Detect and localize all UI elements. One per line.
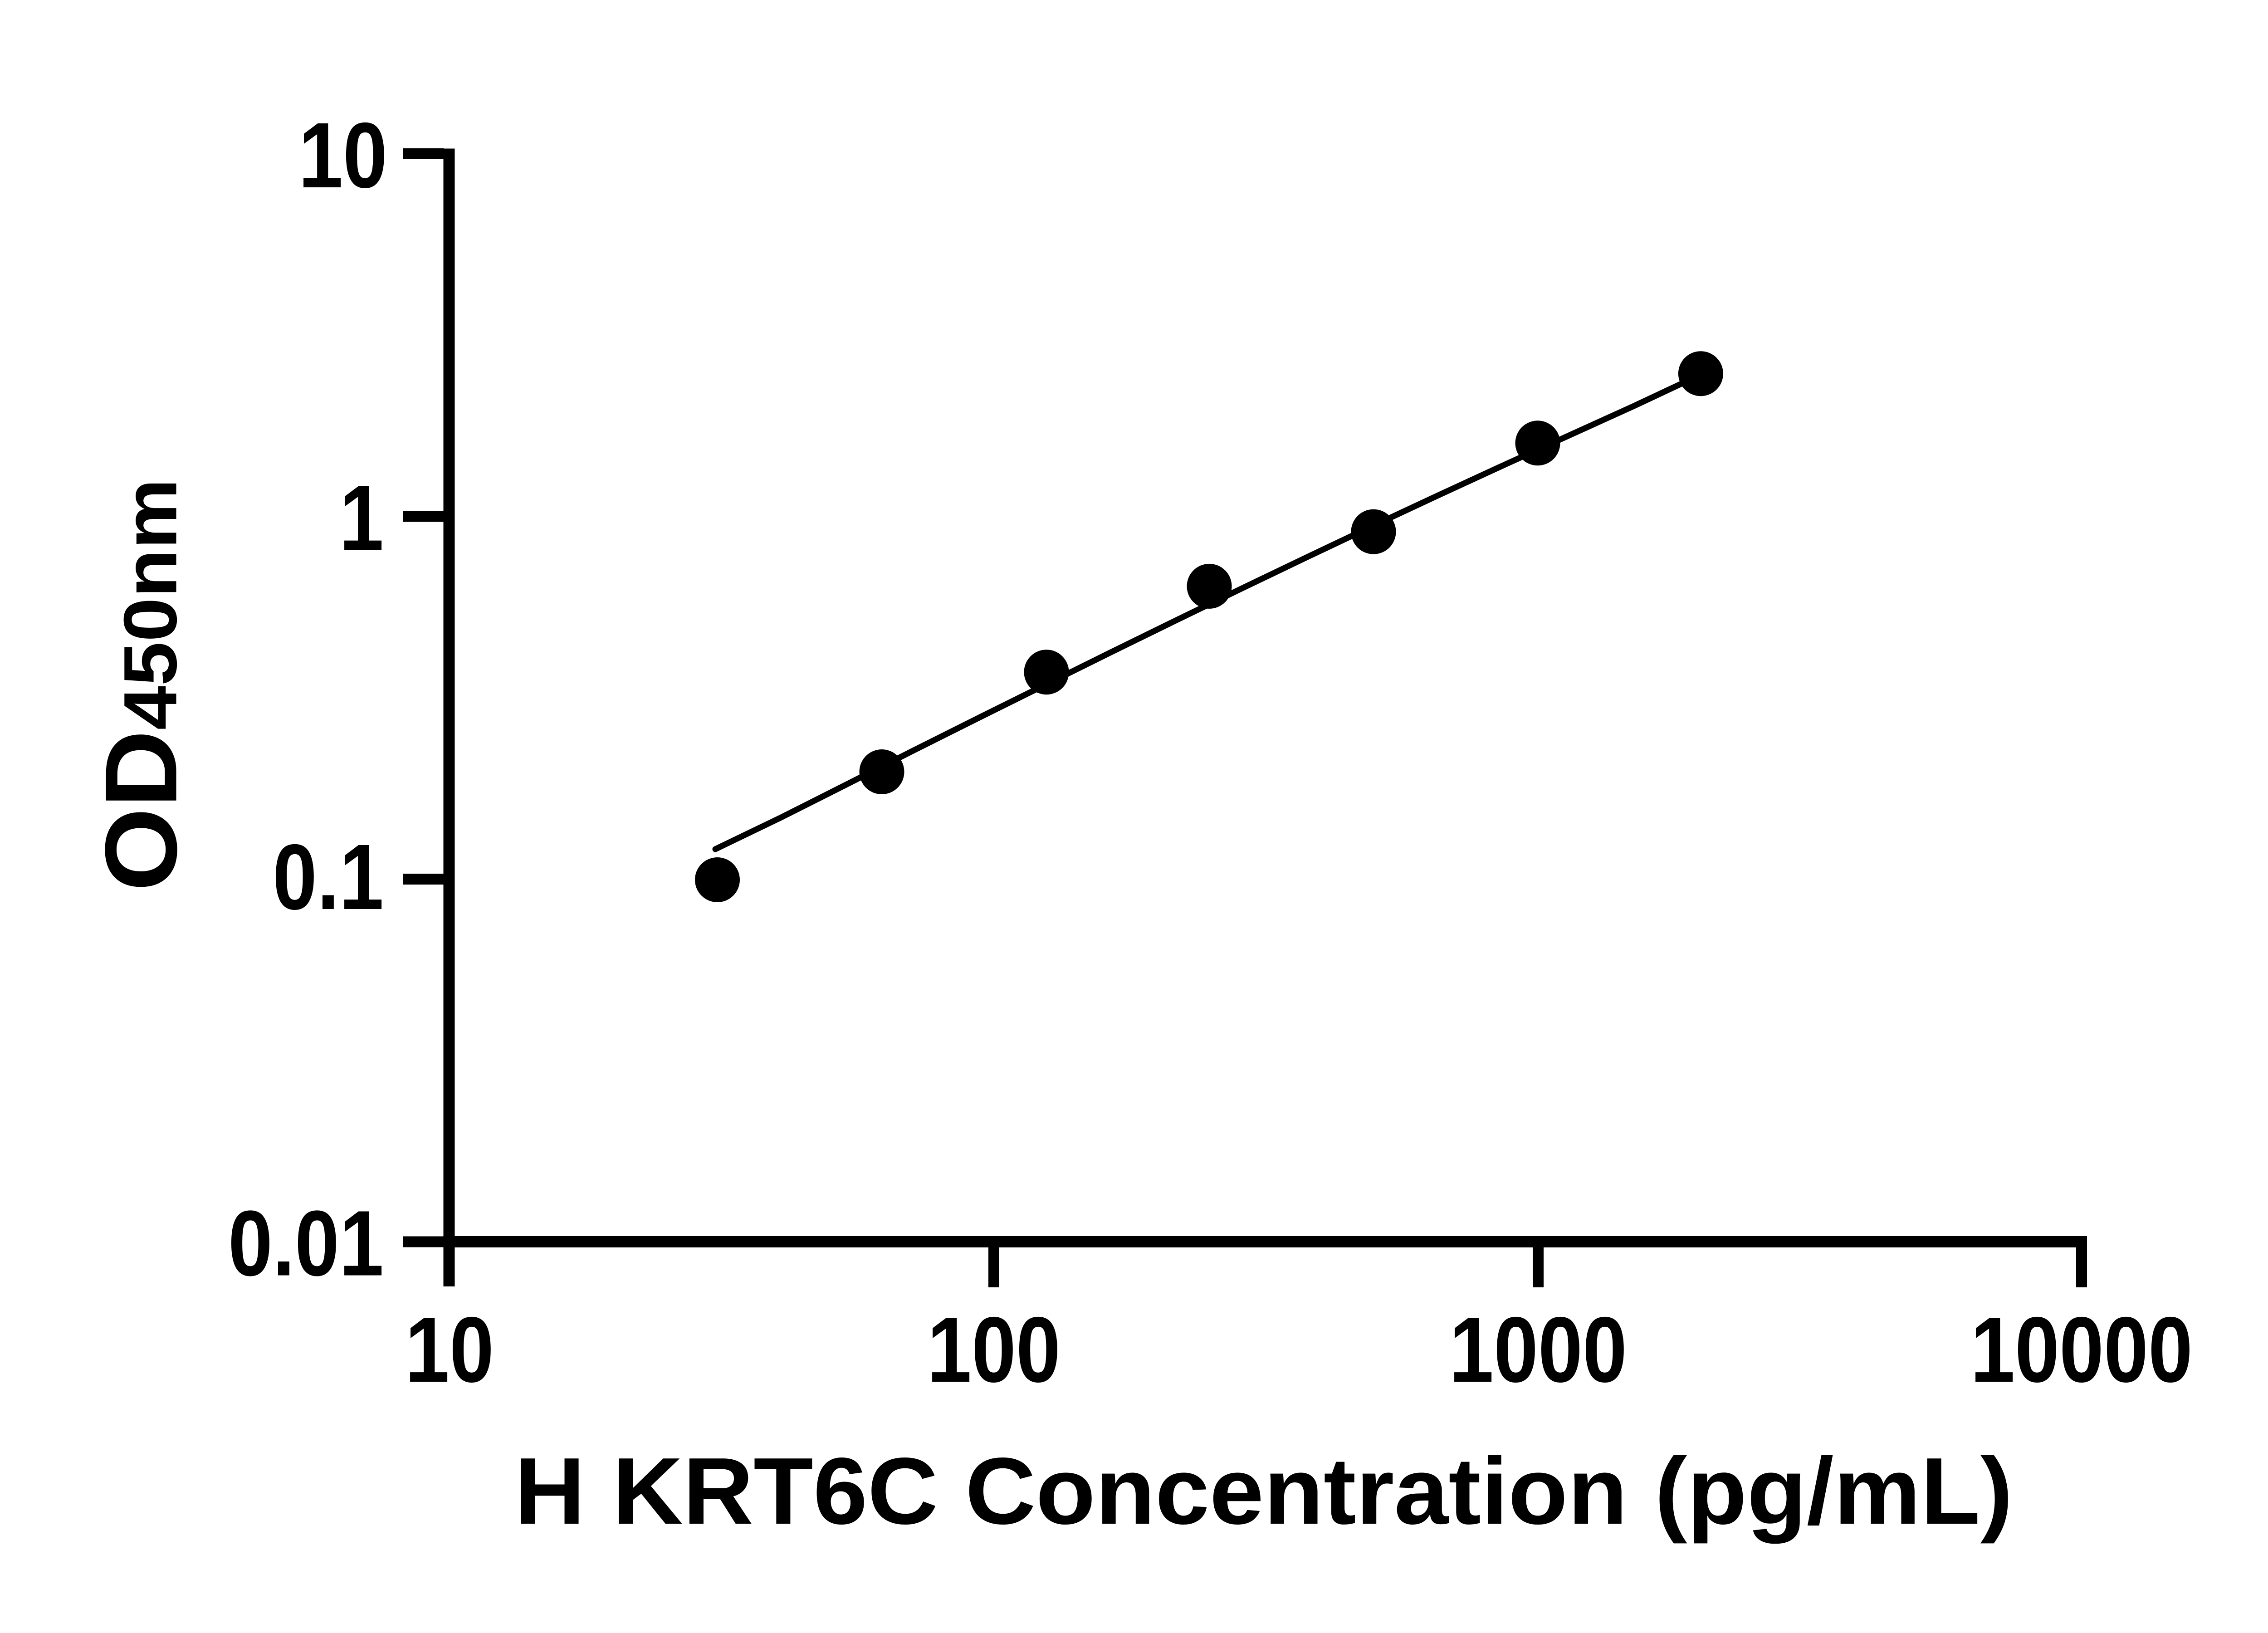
svg-text:1: 1 xyxy=(339,466,384,570)
svg-text:100: 100 xyxy=(927,1298,1061,1402)
svg-text:0.1: 0.1 xyxy=(273,825,384,929)
svg-text:10000: 10000 xyxy=(1970,1298,2193,1402)
svg-text:0.01: 0.01 xyxy=(228,1192,384,1296)
svg-text:10: 10 xyxy=(298,103,387,207)
svg-text:10: 10 xyxy=(405,1298,494,1402)
svg-text:1000: 1000 xyxy=(1449,1298,1627,1402)
svg-text:H KRT6C Concentration (pg/mL): H KRT6C Concentration (pg/mL) xyxy=(515,1438,2013,1544)
